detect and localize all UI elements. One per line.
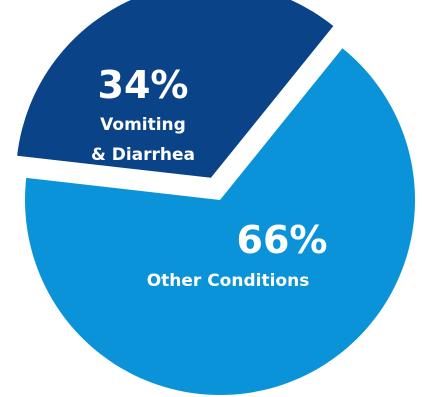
- slice-other-category-label: Other Conditions: [147, 271, 310, 291]
- slice-vomiting-category-label-line-1: Vomiting: [100, 115, 186, 135]
- pie-slice-vomiting-diarrhea: [17, 0, 334, 178]
- slice-vomiting-category-label-line-2: & Diarrhea: [91, 145, 195, 165]
- slice-other-value-label: 66%: [237, 218, 328, 262]
- pie-slice-other-conditions: [24, 48, 416, 395]
- slice-vomiting-value-label: 34%: [98, 63, 189, 107]
